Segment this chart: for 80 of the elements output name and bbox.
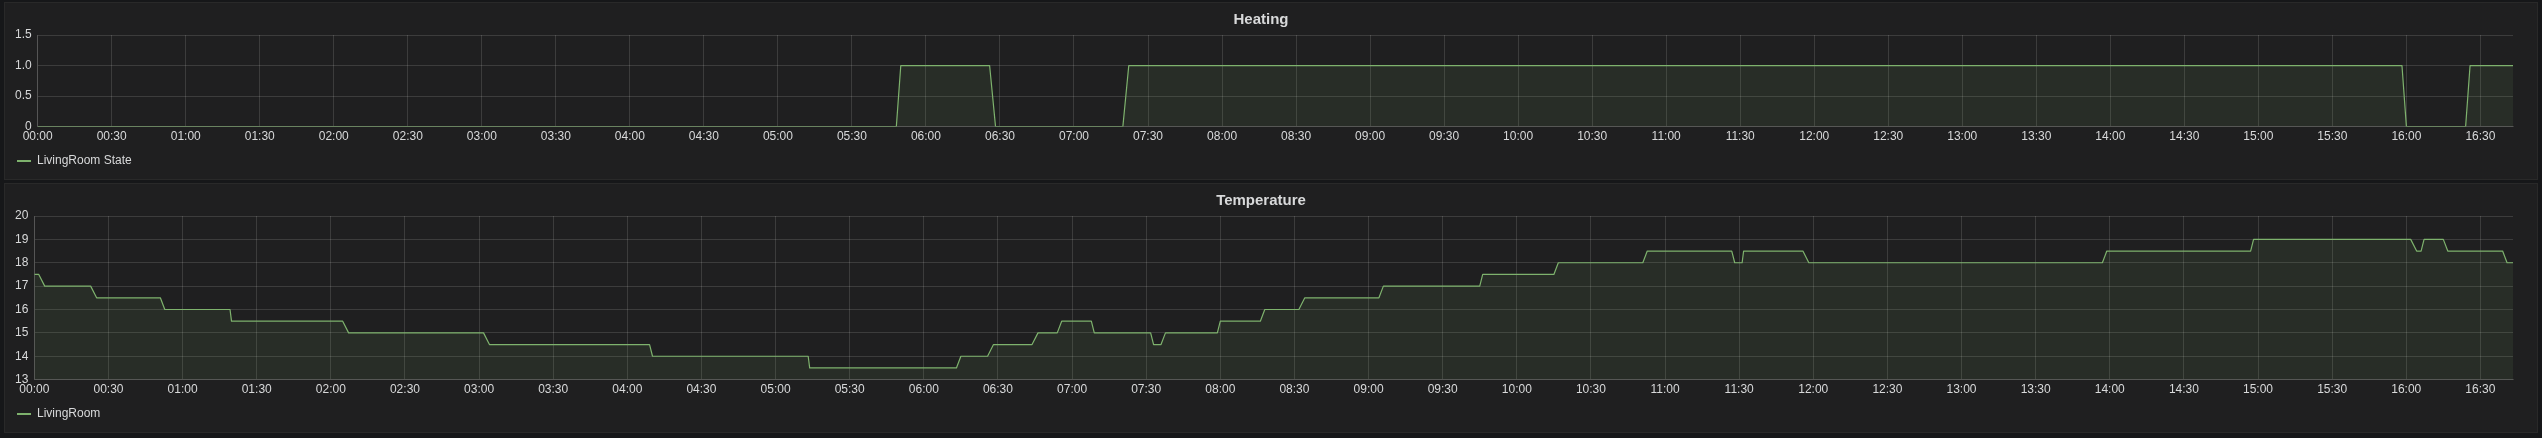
y-tick-label: 18	[14, 255, 29, 270]
chart-title: Temperature	[1216, 191, 1306, 209]
x-tick-label: 13:30	[2020, 382, 2051, 397]
x-tick-label: 03:00	[466, 129, 498, 144]
x-tick-label: 06:00	[910, 129, 942, 144]
x-tick-label: 12:00	[1799, 129, 1830, 144]
x-tick-label: 09:00	[1355, 129, 1386, 144]
x-tick-label: 14:00	[2095, 129, 2126, 144]
y-tick-label: 15	[14, 325, 29, 340]
x-tick-label: 13:00	[1947, 129, 1978, 144]
x-tick-label: 15:30	[2317, 382, 2348, 397]
y-tick-label: 14	[14, 348, 29, 363]
x-tick-label: 01:00	[170, 129, 202, 144]
x-tick-label: 11:00	[1651, 129, 1682, 144]
x-tick-label: 08:30	[1281, 129, 1312, 144]
x-tick-label: 08:30	[1279, 382, 1310, 397]
x-tick-label: 05:00	[760, 382, 791, 397]
x-tick-label: 12:30	[1872, 382, 1903, 397]
legend-label: LivingRoom State	[37, 153, 133, 168]
x-tick-label: 15:30	[2317, 129, 2348, 144]
x-tick-label: 16:00	[2391, 129, 2422, 144]
y-tick-label: 0.5	[14, 88, 32, 103]
x-tick-label: 15:00	[2243, 129, 2274, 144]
x-tick-label: 04:30	[688, 129, 720, 144]
x-tick-label: 09:00	[1353, 382, 1384, 397]
x-tick-label: 16:30	[2465, 129, 2496, 144]
x-tick-label: 15:00	[2243, 382, 2274, 397]
x-tick-label: 14:00	[2094, 382, 2126, 397]
x-tick-label: 16:00	[2391, 382, 2422, 397]
x-tick-label: 10:30	[1575, 382, 1607, 397]
x-tick-label: 13:30	[2021, 129, 2052, 144]
y-tick-label: 19	[14, 231, 29, 246]
x-tick-label: 04:00	[614, 129, 646, 144]
x-tick-label: 11:30	[1725, 129, 1756, 144]
x-tick-label: 00:30	[96, 129, 128, 144]
x-tick-label: 10:00	[1501, 382, 1533, 397]
x-tick-label: 07:30	[1133, 129, 1164, 144]
y-tick-label: 20	[14, 208, 29, 223]
x-tick-label: 16:30	[2465, 382, 2496, 397]
y-tick-label: 16	[14, 301, 29, 316]
x-tick-label: 09:30	[1429, 129, 1460, 144]
x-tick-label: 05:30	[836, 129, 868, 144]
x-tick-label: 00:30	[93, 382, 124, 397]
x-tick-label: 12:30	[1873, 129, 1904, 144]
x-tick-label: 14:30	[2168, 382, 2200, 397]
x-tick-label: 04:00	[612, 382, 643, 397]
x-tick-label: 08:00	[1207, 129, 1238, 144]
x-tick-label: 06:00	[908, 382, 940, 397]
y-tick-label: 1.0	[14, 57, 32, 72]
x-tick-label: 08:00	[1205, 382, 1236, 397]
x-tick-label: 10:00	[1503, 129, 1534, 144]
x-tick-label: 11:00	[1650, 382, 1680, 397]
x-tick-label: 05:30	[834, 382, 866, 397]
x-tick-label: 03:00	[464, 382, 495, 397]
x-tick-label: 03:30	[538, 382, 569, 397]
x-tick-label: 03:30	[540, 129, 572, 144]
y-tick-label: 1.5	[14, 27, 32, 42]
x-tick-label: 02:00	[318, 129, 350, 144]
x-tick-label: 02:30	[392, 129, 424, 144]
x-tick-label: 01:30	[244, 129, 276, 144]
x-tick-label: 14:30	[2169, 129, 2200, 144]
x-tick-label: 04:30	[686, 382, 717, 397]
legend-label: LivingRoom	[37, 406, 101, 421]
x-tick-label: 11:30	[1724, 382, 1755, 397]
x-tick-label: 13:00	[1946, 382, 1977, 397]
x-tick-label: 07:30	[1131, 382, 1162, 397]
x-tick-label: 06:30	[982, 382, 1014, 397]
x-tick-label: 09:30	[1427, 382, 1459, 397]
x-tick-label: 10:30	[1577, 129, 1608, 144]
x-tick-label: 01:00	[167, 382, 198, 397]
x-tick-label: 06:30	[984, 129, 1016, 144]
x-tick-label: 02:00	[315, 382, 347, 397]
x-tick-label: 05:00	[762, 129, 794, 144]
x-tick-label: 12:00	[1798, 382, 1829, 397]
x-tick-label: 02:30	[389, 382, 421, 397]
x-tick-label: 01:30	[241, 382, 273, 397]
y-tick-label: 17	[14, 278, 29, 293]
x-tick-label: 07:00	[1058, 129, 1090, 144]
chart-title: Heating	[1233, 10, 1289, 28]
x-tick-label: 07:00	[1057, 382, 1088, 397]
